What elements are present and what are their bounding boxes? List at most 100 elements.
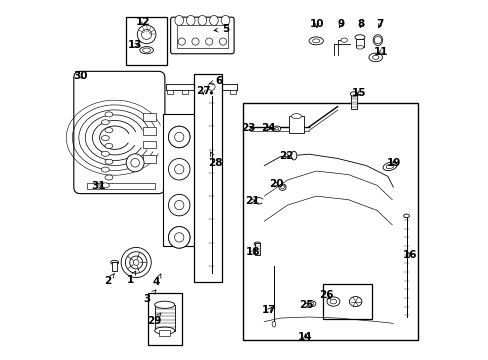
Ellipse shape: [186, 15, 195, 26]
Ellipse shape: [307, 301, 315, 307]
Circle shape: [373, 37, 381, 44]
Circle shape: [142, 30, 151, 40]
Ellipse shape: [386, 164, 393, 169]
Ellipse shape: [101, 135, 109, 140]
Ellipse shape: [309, 302, 313, 305]
Ellipse shape: [154, 301, 174, 309]
Circle shape: [205, 38, 212, 45]
Circle shape: [174, 132, 183, 141]
Ellipse shape: [110, 260, 119, 265]
Bar: [159, 329, 170, 336]
Text: 26: 26: [318, 291, 333, 301]
Text: 19: 19: [386, 158, 401, 168]
Ellipse shape: [105, 159, 113, 164]
Bar: [182, 90, 188, 94]
Circle shape: [168, 226, 190, 248]
Ellipse shape: [101, 120, 109, 125]
Text: 30: 30: [73, 71, 87, 81]
Ellipse shape: [105, 128, 113, 133]
Ellipse shape: [254, 242, 260, 246]
Circle shape: [174, 201, 183, 210]
Bar: [143, 113, 156, 121]
Circle shape: [126, 154, 144, 172]
Ellipse shape: [326, 297, 339, 306]
Circle shape: [121, 247, 151, 278]
Ellipse shape: [101, 167, 109, 172]
Bar: [126, 17, 167, 65]
Ellipse shape: [272, 126, 280, 131]
Ellipse shape: [372, 55, 378, 59]
Circle shape: [137, 25, 156, 44]
Bar: [86, 183, 155, 189]
Circle shape: [219, 38, 226, 45]
Text: 7: 7: [376, 19, 383, 30]
Circle shape: [169, 160, 188, 179]
Bar: [193, 74, 222, 282]
Bar: [143, 155, 156, 163]
Circle shape: [168, 194, 190, 216]
Ellipse shape: [329, 299, 336, 304]
Text: 24: 24: [261, 123, 276, 133]
Ellipse shape: [308, 37, 323, 45]
Text: 14: 14: [298, 332, 312, 342]
Circle shape: [133, 260, 139, 265]
Bar: [356, 39, 363, 47]
Bar: [167, 90, 172, 94]
Text: 10: 10: [309, 19, 324, 30]
Text: 25: 25: [298, 300, 313, 310]
Circle shape: [210, 91, 212, 94]
Ellipse shape: [354, 35, 364, 40]
Ellipse shape: [154, 327, 174, 334]
Text: 8: 8: [357, 19, 364, 30]
Circle shape: [125, 252, 147, 273]
Text: 29: 29: [146, 313, 161, 325]
Bar: [351, 94, 356, 109]
Bar: [214, 90, 220, 94]
Circle shape: [207, 83, 215, 90]
Text: 15: 15: [351, 88, 366, 98]
Bar: [255, 243, 259, 255]
Text: 3: 3: [143, 290, 156, 304]
Ellipse shape: [198, 15, 206, 26]
Text: 11: 11: [373, 46, 388, 57]
Bar: [163, 114, 195, 246]
Ellipse shape: [382, 162, 396, 171]
Ellipse shape: [368, 53, 382, 62]
Text: 28: 28: [207, 152, 222, 168]
Circle shape: [174, 201, 183, 210]
Bar: [147, 293, 182, 345]
Ellipse shape: [280, 185, 284, 189]
Ellipse shape: [340, 38, 346, 42]
Ellipse shape: [403, 214, 408, 218]
Ellipse shape: [140, 46, 153, 54]
Ellipse shape: [349, 297, 361, 307]
Text: 21: 21: [244, 196, 259, 206]
Ellipse shape: [221, 15, 229, 26]
Ellipse shape: [274, 127, 278, 130]
Text: 13: 13: [128, 40, 142, 50]
Text: 27: 27: [196, 86, 210, 96]
Bar: [242, 103, 418, 339]
Circle shape: [175, 165, 183, 174]
Ellipse shape: [278, 184, 285, 190]
Ellipse shape: [349, 92, 357, 96]
Text: 6: 6: [209, 76, 222, 86]
Ellipse shape: [356, 45, 363, 49]
Bar: [112, 262, 117, 271]
Bar: [230, 90, 235, 94]
FancyBboxPatch shape: [74, 71, 164, 194]
Circle shape: [131, 158, 139, 167]
Text: 16: 16: [402, 249, 417, 260]
Text: 23: 23: [241, 123, 255, 133]
Circle shape: [168, 158, 190, 180]
Text: 17: 17: [262, 305, 276, 315]
Bar: [143, 140, 156, 148]
Ellipse shape: [101, 151, 109, 156]
FancyBboxPatch shape: [170, 17, 234, 54]
Circle shape: [168, 226, 190, 248]
Text: 2: 2: [104, 273, 114, 286]
Circle shape: [178, 38, 185, 45]
Circle shape: [174, 233, 183, 242]
Circle shape: [174, 165, 183, 174]
Circle shape: [168, 126, 190, 148]
